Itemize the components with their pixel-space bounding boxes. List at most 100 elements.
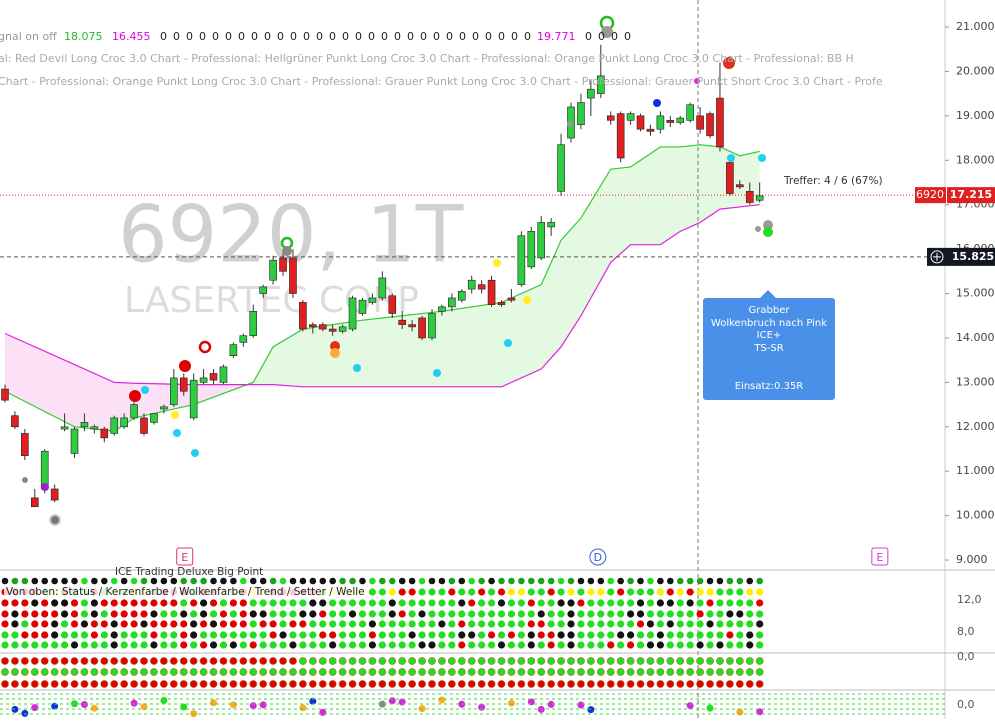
candle-body <box>378 277 387 299</box>
status-dot <box>468 588 476 596</box>
misc-dot <box>458 700 466 708</box>
status-dot <box>388 641 396 649</box>
y-tick-label: 15.000 <box>956 287 995 300</box>
signal-dot <box>601 26 613 38</box>
status-dot <box>636 588 645 596</box>
status-dot <box>567 610 575 618</box>
wave-dot <box>110 680 119 688</box>
wave-dot <box>219 680 228 688</box>
status-dot <box>180 620 188 628</box>
status-dot <box>597 620 605 628</box>
wave-dot <box>577 668 585 676</box>
status-dot <box>219 620 228 628</box>
wave-dot <box>239 657 248 665</box>
wave-dot <box>259 657 268 665</box>
status-dot <box>110 610 118 618</box>
wave-dot <box>318 680 327 688</box>
status-dot <box>180 610 188 618</box>
status-dot <box>51 631 59 639</box>
y-tick-label: 14.000 <box>956 331 995 344</box>
status-dot <box>160 599 168 607</box>
candle-body <box>249 310 258 337</box>
event-marker <box>589 548 607 566</box>
candle-body <box>438 306 446 312</box>
status-dot <box>617 610 625 618</box>
status-dot <box>210 577 217 585</box>
status-dot <box>567 641 575 649</box>
crosshair-plus <box>930 250 944 264</box>
candle-body <box>269 259 277 281</box>
wave-dot <box>656 680 665 688</box>
wave-dot <box>70 668 79 676</box>
status-dot <box>646 599 655 607</box>
status-dot <box>249 599 257 607</box>
candle-body <box>467 279 476 290</box>
signal-dot <box>504 339 512 347</box>
status-dot <box>369 577 376 585</box>
status-dot <box>348 599 357 607</box>
status-dot <box>160 577 168 585</box>
candle-body <box>328 328 337 332</box>
status-dot <box>190 641 198 649</box>
status-dot <box>746 610 754 618</box>
tooltip-line: ICE+ <box>757 330 782 341</box>
status-dot <box>597 610 605 618</box>
status-dot <box>90 599 98 607</box>
status-dot <box>259 641 267 649</box>
status-dot <box>120 599 128 607</box>
status-dot <box>259 631 267 639</box>
status-dot <box>378 610 386 618</box>
signal-dot <box>653 99 661 107</box>
status-dot <box>527 610 535 618</box>
status-dot <box>378 641 386 649</box>
wave-dot <box>398 657 407 665</box>
status-dot <box>160 610 168 618</box>
wave-dot <box>259 680 268 688</box>
indicator-title: ICE Trading Deluxe Big Point <box>115 566 263 578</box>
status-dot <box>339 620 347 628</box>
wave-dot <box>159 680 168 688</box>
wave-dot <box>80 657 89 665</box>
wave-dot <box>80 680 89 688</box>
wave-dot <box>259 668 268 676</box>
status-dot <box>170 577 178 585</box>
status-dot <box>398 610 406 618</box>
price-tag-text: 17.215 <box>950 188 992 201</box>
status-dot <box>458 610 466 618</box>
status-dot <box>309 577 317 585</box>
status-dot <box>508 577 515 585</box>
wave-dot <box>626 680 635 688</box>
wave-dot <box>189 680 198 688</box>
status-dot <box>438 577 446 585</box>
y-tick-label: 10.000 <box>956 509 995 522</box>
symbol-tag <box>915 187 946 204</box>
status-dot <box>636 620 645 628</box>
wave-dot <box>716 680 724 688</box>
status-dot <box>368 599 377 607</box>
status-dot <box>398 599 406 607</box>
status-dot <box>497 631 506 639</box>
wave-dot <box>229 668 238 676</box>
wave-dot <box>338 657 347 665</box>
status-dot <box>517 620 525 628</box>
status-dot <box>487 588 496 596</box>
status-dot <box>378 631 386 639</box>
wave-dot <box>457 680 466 688</box>
candle-body <box>170 377 178 405</box>
status-dot <box>1 631 9 639</box>
wave-dot <box>646 657 655 665</box>
misc-dot <box>319 708 327 716</box>
wave-dot <box>179 668 188 676</box>
candle-body <box>179 377 188 392</box>
wave-dot <box>358 657 367 665</box>
status-dot <box>726 620 734 628</box>
status-dot <box>736 610 744 618</box>
signal-value: 0 <box>611 30 618 43</box>
status-dot <box>269 641 277 649</box>
status-dot <box>706 599 714 607</box>
wave-dot <box>537 657 546 665</box>
status-dot <box>31 610 39 618</box>
candle-body <box>30 497 39 508</box>
candle-body <box>348 297 357 330</box>
